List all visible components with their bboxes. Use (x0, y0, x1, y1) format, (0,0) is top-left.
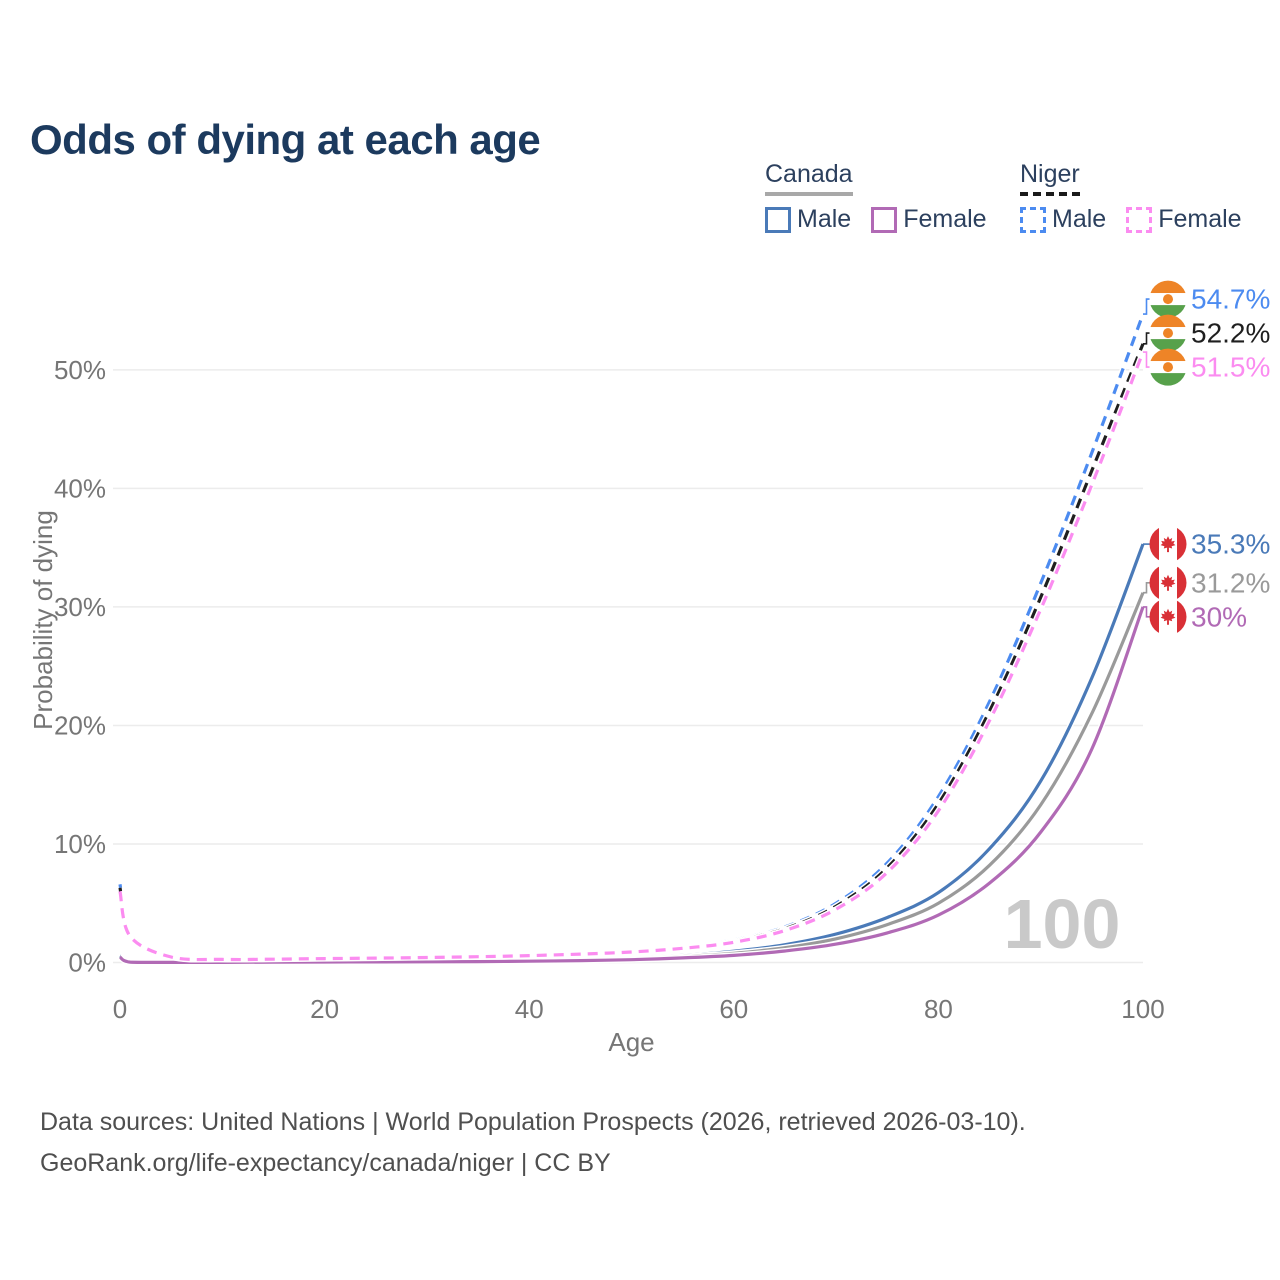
y-tick-label: 10% (54, 829, 106, 859)
end-label-connector-niger-female (1143, 351, 1150, 368)
end-label-connector-niger-both (1143, 332, 1150, 345)
chart-title: Odds of dying at each age (30, 116, 541, 164)
x-tick-label: 20 (310, 994, 339, 1024)
end-label-connector-canada-female (1143, 606, 1150, 618)
canada-flag-icon (1149, 598, 1187, 636)
legend-item-niger-female[interactable]: Female (1126, 205, 1242, 234)
end-value-label-niger-both: 52.2% (1191, 318, 1270, 349)
legend-items-canada: Male Female (765, 205, 987, 234)
legend-label-canada-female: Female (903, 205, 987, 233)
x-tick-label: 0 (113, 994, 127, 1024)
footer-data-sources: Data sources: United Nations | World Pop… (40, 1108, 1026, 1136)
y-tick-label: 30% (54, 592, 106, 622)
niger-flag-icon (1149, 348, 1187, 386)
legend-item-canada-male[interactable]: Male (765, 205, 851, 234)
x-tick-label: 60 (719, 994, 748, 1024)
end-value-label-niger-male: 54.7% (1191, 284, 1270, 315)
niger-flag-icon (1149, 280, 1187, 318)
x-tick-label: 40 (515, 994, 544, 1024)
canada-female-swatch-icon (871, 206, 898, 233)
legend-label-niger-female: Female (1158, 205, 1242, 233)
niger-flag-icon (1149, 314, 1187, 352)
series-halo-canada-both (118, 591, 1146, 966)
hover-age-watermark: 100 (1004, 885, 1121, 963)
series-line-canada-both[interactable] (119, 592, 1145, 965)
canada-flag-icon (1149, 525, 1187, 563)
end-label-connector-canada-both (1143, 582, 1150, 594)
end-label-connector-niger-male (1143, 298, 1150, 315)
y-axis-title: Probability of dying (28, 510, 58, 730)
x-tick-label: 80 (924, 994, 953, 1024)
niger-male-swatch-icon (1020, 206, 1046, 233)
legend-item-canada-female[interactable]: Female (871, 205, 987, 234)
series-line-canada-female[interactable] (119, 606, 1145, 965)
legend-items-niger: Male Female (1020, 205, 1242, 234)
canada-male-swatch-icon (765, 206, 791, 233)
canada-flag-icon (1149, 564, 1187, 602)
series-line-niger-female[interactable] (118, 351, 1145, 962)
end-value-label-canada-female: 30% (1191, 601, 1247, 632)
niger-female-swatch-icon (1126, 206, 1153, 233)
legend-label-niger-male: Male (1052, 205, 1107, 233)
legend-country-canada[interactable]: Canada (765, 160, 853, 196)
footer: Data sources: United Nations | World Pop… (40, 1102, 1026, 1184)
legend-label-canada-male: Male (797, 205, 852, 233)
x-axis-title: Age (608, 1027, 654, 1057)
end-value-label-niger-female: 51.5% (1191, 352, 1270, 383)
x-tick-label: 100 (1121, 994, 1164, 1024)
y-tick-label: 40% (54, 473, 106, 503)
legend-group-canada: Canada Male Female (765, 160, 987, 234)
y-tick-label: 0% (68, 948, 106, 978)
legend-country-niger[interactable]: Niger (1020, 160, 1080, 196)
end-value-label-canada-male: 35.3% (1191, 529, 1270, 560)
end-value-label-canada-both: 31.2% (1191, 567, 1270, 598)
legend-group-niger: Niger Male Female (1020, 160, 1242, 234)
y-tick-label: 20% (54, 710, 106, 740)
legend-item-niger-male[interactable]: Male (1020, 205, 1106, 234)
footer-attribution: GeoRank.org/life-expectancy/canada/niger… (40, 1149, 611, 1177)
y-tick-label: 50% (54, 355, 106, 385)
series-halo-canada-female (118, 605, 1146, 966)
